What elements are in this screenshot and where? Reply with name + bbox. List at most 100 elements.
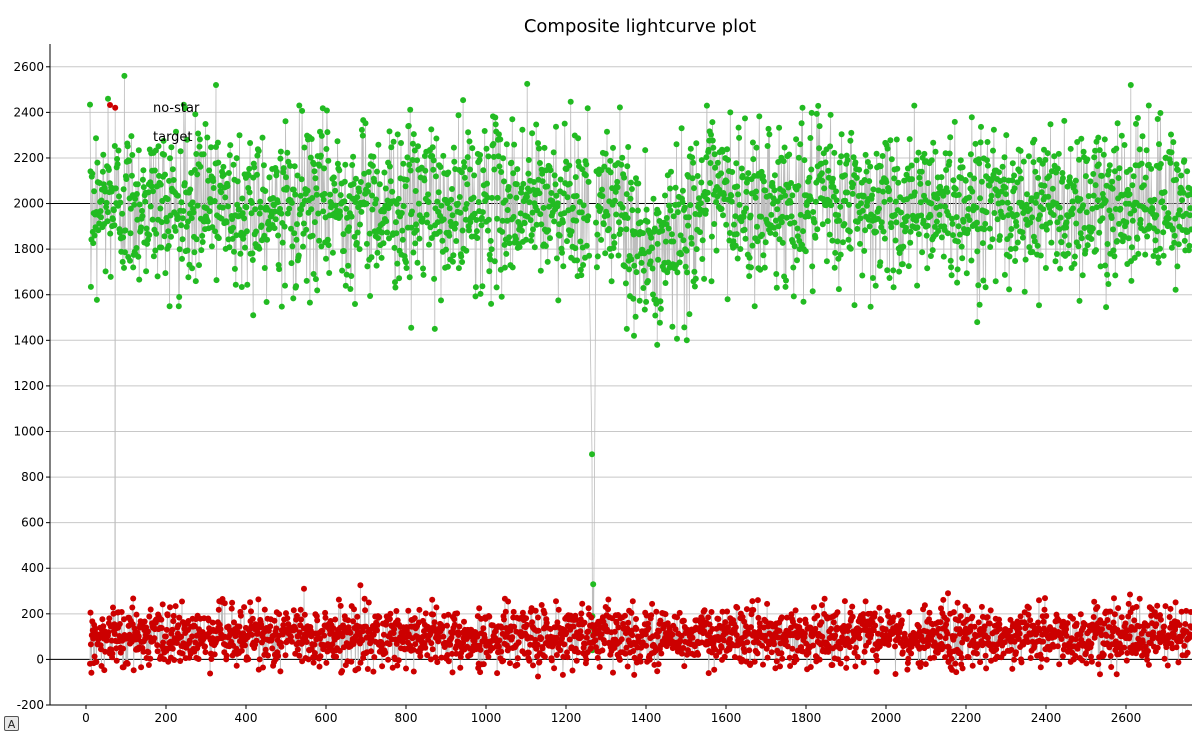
target-point	[1001, 154, 1008, 161]
target-point	[395, 195, 402, 202]
target-point	[1081, 225, 1088, 231]
target-point	[758, 213, 765, 220]
target-point	[456, 194, 463, 200]
target-point	[835, 286, 842, 293]
target-point	[542, 243, 549, 249]
target-point	[1116, 165, 1123, 172]
target-point	[1115, 175, 1122, 181]
target-point	[761, 264, 768, 271]
target-point	[899, 261, 906, 268]
target-point	[519, 126, 526, 133]
no-star-point	[890, 614, 897, 621]
target-point	[1013, 222, 1020, 229]
target-point	[526, 199, 533, 206]
no-star-point	[983, 665, 990, 672]
no-star-point	[575, 649, 582, 656]
target-point	[623, 191, 630, 198]
target-point	[1169, 226, 1176, 233]
target-point	[518, 227, 525, 234]
target-point	[907, 239, 914, 246]
target-point	[1138, 160, 1145, 167]
target-point	[1121, 142, 1128, 148]
target-point	[409, 140, 416, 147]
target-point	[1095, 134, 1102, 141]
target-point	[513, 194, 520, 201]
no-star-point	[1131, 617, 1138, 624]
autoscale-button[interactable]: A	[4, 716, 19, 731]
target-point	[974, 248, 981, 255]
target-point	[959, 255, 966, 262]
no-star-point	[495, 643, 502, 650]
target-point	[1129, 217, 1136, 224]
target-point	[453, 238, 460, 244]
target-point	[725, 156, 731, 163]
no-star-point	[275, 653, 282, 659]
target-point	[223, 219, 230, 226]
target-point	[98, 214, 104, 221]
no-star-point	[754, 650, 761, 657]
target-point	[968, 114, 975, 121]
target-point	[430, 166, 437, 173]
target-point	[311, 161, 317, 168]
target-point	[616, 219, 622, 226]
target-point	[642, 147, 649, 154]
no-star-point	[856, 635, 863, 642]
no-star-point	[776, 627, 783, 634]
target-point	[316, 237, 323, 244]
no-star-point	[723, 629, 730, 636]
no-star-point	[1054, 643, 1061, 650]
no-star-point	[885, 641, 892, 648]
target-point	[149, 216, 156, 223]
no-star-point	[624, 663, 631, 670]
target-point	[977, 195, 984, 202]
target-point	[709, 119, 716, 126]
x-tick-label-1400: 1400	[631, 711, 662, 725]
no-star-point	[1024, 622, 1030, 629]
x-tick-label-2200: 2200	[951, 711, 982, 725]
no-star-point	[211, 651, 218, 658]
target-point	[741, 226, 748, 233]
target-point	[455, 265, 462, 272]
target-point	[409, 157, 416, 163]
no-star-point	[163, 626, 170, 633]
target-point	[424, 219, 431, 226]
target-point	[530, 179, 537, 185]
target-point	[311, 219, 318, 226]
target-point	[538, 221, 545, 228]
no-star-point	[755, 614, 762, 621]
target-point	[1018, 175, 1024, 182]
target-point	[821, 185, 828, 192]
target-point	[461, 174, 468, 181]
target-point	[446, 205, 453, 212]
target-point	[679, 199, 686, 205]
target-point	[794, 257, 800, 264]
no-star-point	[393, 608, 400, 614]
no-star-point	[1025, 611, 1032, 618]
target-point	[1171, 239, 1178, 246]
no-star-point	[733, 632, 740, 639]
target-point	[283, 184, 290, 191]
target-point	[598, 236, 605, 243]
target-point	[337, 212, 344, 219]
no-star-point	[955, 617, 962, 624]
target-point	[593, 219, 599, 226]
target-point	[361, 170, 368, 177]
target-point	[720, 191, 727, 198]
target-point	[287, 162, 294, 169]
target-point	[623, 226, 630, 233]
target-point	[251, 164, 258, 171]
target-point	[366, 230, 373, 237]
target-point	[881, 235, 888, 242]
no-star-point	[159, 601, 166, 608]
target-point	[610, 245, 617, 251]
target-point	[1012, 245, 1019, 252]
no-star-point	[787, 663, 794, 669]
no-star-point	[405, 607, 412, 614]
no-star-point	[292, 626, 299, 633]
target-point	[1154, 116, 1161, 122]
target-point	[575, 158, 582, 165]
target-point	[306, 299, 313, 306]
target-point	[1033, 191, 1040, 198]
no-star-point	[984, 614, 991, 621]
target-point	[737, 246, 744, 252]
